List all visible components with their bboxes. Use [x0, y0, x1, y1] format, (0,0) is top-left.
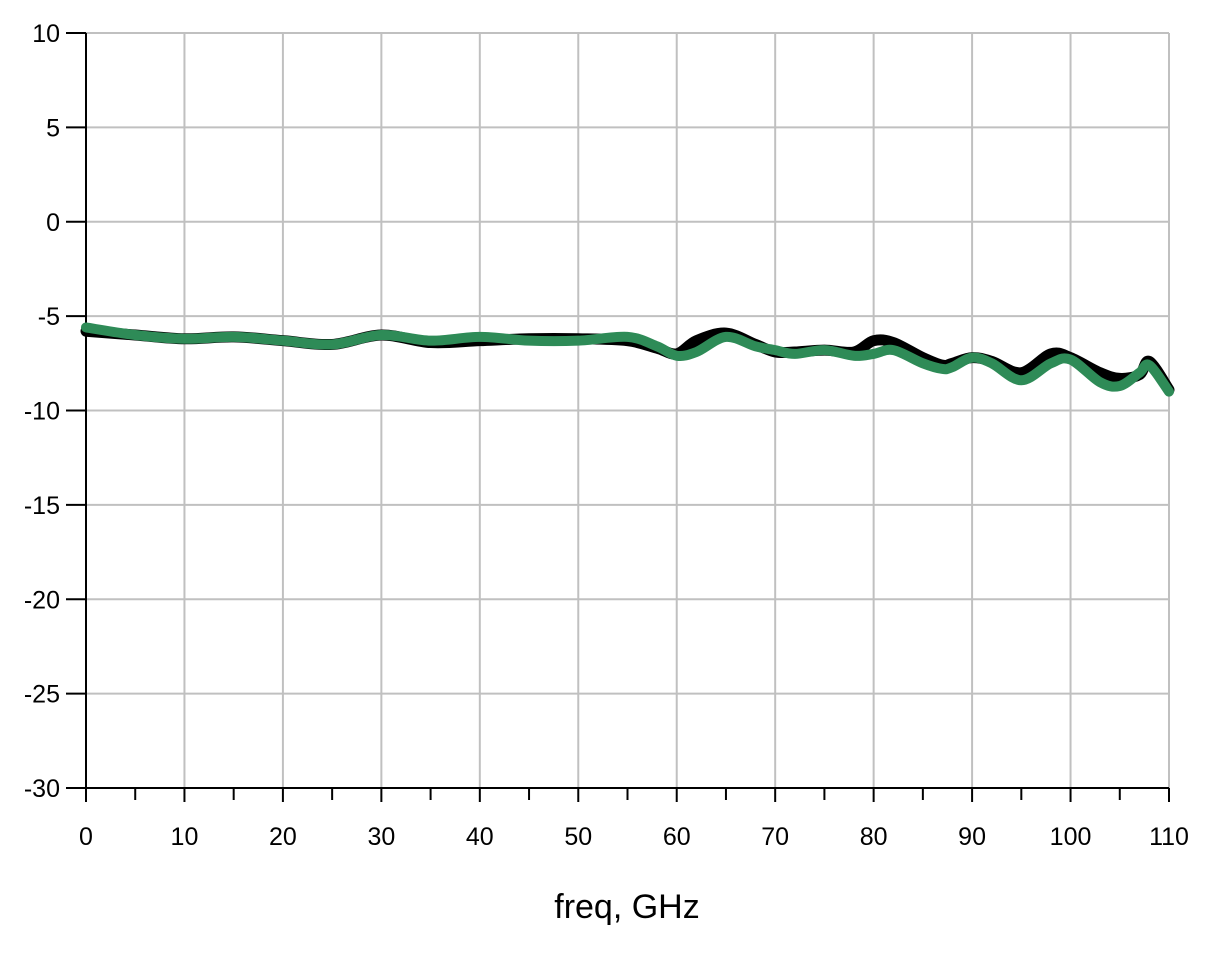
x-tick-label: 50 [564, 823, 592, 851]
x-tick-label: 30 [367, 823, 395, 851]
y-tick-label: -25 [24, 681, 60, 709]
y-tick-label: -5 [38, 303, 60, 331]
y-tick-label: -30 [24, 775, 60, 803]
x-tick-label: 20 [269, 823, 297, 851]
y-tick-label: 0 [46, 209, 60, 237]
x-tick-label: 10 [171, 823, 199, 851]
y-tick-label: 10 [32, 20, 60, 48]
y-tick-label: -15 [24, 492, 60, 520]
x-tick-label: 60 [663, 823, 691, 851]
x-tick-label: 40 [466, 823, 494, 851]
x-tick-label: 110 [1149, 823, 1189, 851]
y-tick-label: -10 [24, 398, 60, 426]
x-tick-label: 0 [79, 823, 93, 851]
series-layer [80, 322, 1175, 397]
x-tick-label: 100 [1050, 823, 1092, 851]
y-tick-label: -20 [24, 586, 60, 614]
x-tick-label: 70 [761, 823, 789, 851]
grid-lines [85, 32, 1170, 789]
y-axis-ticks: 10 5 0 -5 -10 -15 -20 -25 -30 [24, 20, 86, 803]
x-axis-ticks: 0 10 20 30 40 50 60 70 80 90 100 110 [79, 788, 1189, 851]
x-tick-label: 80 [860, 823, 888, 851]
y-tick-label: 5 [46, 114, 60, 142]
x-tick-label: 90 [958, 823, 986, 851]
series-line-2 [81, 322, 1174, 397]
x-axis-title: freq, GHz [554, 888, 699, 926]
